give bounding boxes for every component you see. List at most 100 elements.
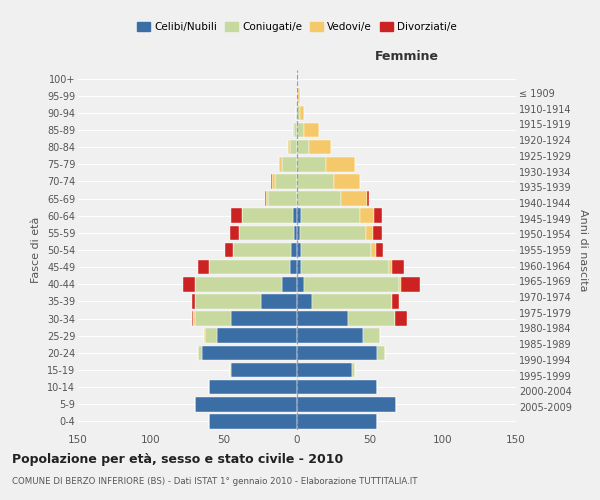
Bar	[377, 346, 385, 360]
Text: Femmine: Femmine	[374, 50, 439, 63]
Bar	[209, 380, 297, 394]
Bar	[341, 192, 367, 206]
Bar	[260, 294, 297, 308]
Bar	[294, 122, 297, 138]
Bar	[297, 157, 326, 172]
Bar	[233, 242, 291, 258]
Bar	[230, 362, 232, 378]
Bar	[195, 277, 283, 291]
Bar	[209, 414, 297, 428]
Bar	[291, 242, 297, 258]
Bar	[280, 157, 283, 172]
Bar	[304, 277, 399, 291]
Bar	[198, 346, 202, 360]
Bar	[275, 174, 297, 188]
Bar	[288, 140, 290, 154]
Bar	[266, 192, 268, 206]
Bar	[183, 277, 195, 291]
Bar	[239, 226, 294, 240]
Bar	[326, 157, 355, 172]
Bar	[297, 312, 348, 326]
Bar	[401, 277, 419, 291]
Bar	[297, 346, 377, 360]
Bar	[209, 260, 290, 274]
Bar	[297, 414, 377, 428]
Bar	[290, 260, 297, 274]
Bar	[298, 88, 300, 103]
Bar	[226, 242, 233, 258]
Bar	[297, 174, 334, 188]
Bar	[268, 192, 297, 206]
Text: Popolazione per età, sesso e stato civile - 2010: Popolazione per età, sesso e stato civil…	[12, 452, 343, 466]
Bar	[271, 174, 272, 188]
Bar	[365, 226, 373, 240]
Bar	[192, 294, 195, 308]
Bar	[352, 362, 355, 378]
Bar	[272, 174, 275, 188]
Bar	[195, 294, 260, 308]
Bar	[362, 328, 380, 343]
Bar	[193, 312, 195, 326]
Bar	[308, 140, 331, 154]
Bar	[360, 208, 374, 223]
Bar	[297, 192, 341, 206]
Bar	[283, 277, 297, 291]
Bar	[374, 208, 382, 223]
Bar	[195, 397, 297, 411]
Bar	[297, 260, 301, 274]
Bar	[297, 140, 308, 154]
Bar	[242, 208, 293, 223]
Bar	[293, 208, 297, 223]
Bar	[389, 260, 392, 274]
Bar	[203, 328, 205, 343]
Bar	[290, 140, 297, 154]
Bar	[296, 106, 297, 120]
Bar	[301, 242, 371, 258]
Bar	[297, 294, 311, 308]
Bar	[297, 328, 362, 343]
Text: COMUNE DI BERZO INFERIORE (BS) - Dati ISTAT 1° gennaio 2010 - Elaborazione TUTTI: COMUNE DI BERZO INFERIORE (BS) - Dati IS…	[12, 478, 418, 486]
Bar	[301, 260, 389, 274]
Bar	[367, 192, 368, 206]
Bar	[297, 208, 301, 223]
Bar	[265, 192, 266, 206]
Bar	[297, 122, 304, 138]
Bar	[334, 174, 360, 188]
Bar	[202, 346, 297, 360]
Bar	[371, 242, 376, 258]
Bar	[217, 328, 297, 343]
Bar	[195, 312, 232, 326]
Bar	[297, 277, 304, 291]
Bar	[230, 226, 239, 240]
Bar	[301, 208, 360, 223]
Bar	[293, 122, 294, 138]
Bar	[399, 277, 401, 291]
Bar	[348, 312, 395, 326]
Legend: Celibi/Nubili, Coniugati/e, Vedovi/e, Divorziati/e: Celibi/Nubili, Coniugati/e, Vedovi/e, Di…	[133, 18, 461, 36]
Bar	[192, 312, 193, 326]
Bar	[304, 122, 319, 138]
Bar	[300, 106, 304, 120]
Bar	[376, 242, 383, 258]
Bar	[395, 312, 407, 326]
Bar	[392, 260, 404, 274]
Bar	[297, 397, 396, 411]
Bar	[297, 88, 298, 103]
Bar	[297, 380, 377, 394]
Y-axis label: Anni di nascita: Anni di nascita	[578, 209, 589, 291]
Bar	[297, 106, 300, 120]
Bar	[205, 328, 217, 343]
Bar	[297, 226, 300, 240]
Bar	[198, 260, 209, 274]
Bar	[373, 226, 382, 240]
Bar	[300, 226, 365, 240]
Bar	[232, 312, 297, 326]
Y-axis label: Fasce di età: Fasce di età	[31, 217, 41, 283]
Bar	[297, 362, 352, 378]
Bar	[392, 294, 399, 308]
Bar	[297, 72, 298, 86]
Bar	[311, 294, 392, 308]
Bar	[294, 226, 297, 240]
Bar	[283, 157, 297, 172]
Bar	[232, 208, 242, 223]
